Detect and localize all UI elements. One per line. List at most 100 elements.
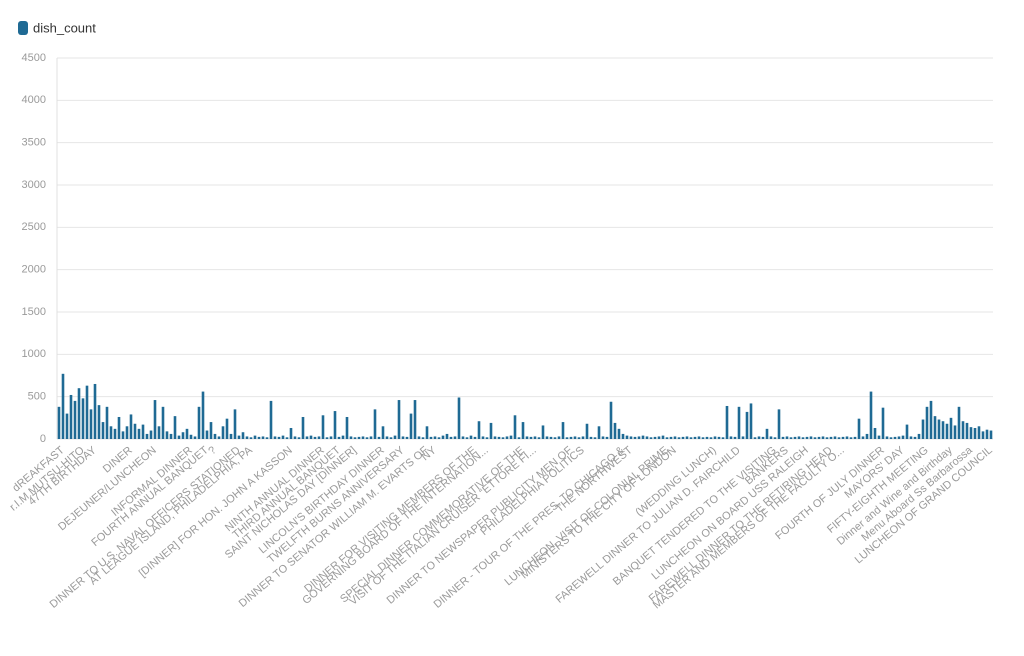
bar — [169, 433, 173, 439]
bar — [737, 406, 741, 439]
bar — [237, 435, 241, 439]
bar — [85, 385, 89, 439]
y-tick-label: 1000 — [22, 348, 46, 360]
y-tick-label: 3000 — [22, 179, 46, 191]
bar — [865, 433, 869, 439]
bar — [249, 437, 253, 439]
bar — [673, 436, 677, 439]
bar — [957, 406, 961, 439]
bar — [201, 391, 205, 439]
x-tick-label: LUNCHEON ON BOARD USS RALEIGH — [650, 444, 811, 582]
bar — [721, 437, 725, 439]
bar — [789, 437, 793, 439]
bar — [273, 436, 277, 439]
bar — [197, 406, 201, 439]
bar — [121, 431, 125, 439]
bar — [217, 436, 221, 439]
bar — [697, 436, 701, 439]
y-tick-label: 2000 — [22, 264, 46, 276]
bar — [705, 436, 709, 439]
bar — [629, 436, 633, 439]
bar — [141, 424, 145, 439]
bar — [885, 436, 889, 439]
bar — [773, 437, 777, 439]
bar — [981, 431, 985, 439]
bar — [493, 436, 497, 439]
bar — [485, 437, 489, 439]
bar — [801, 437, 805, 439]
bar — [781, 436, 785, 439]
bar — [513, 415, 517, 439]
bar — [353, 437, 357, 439]
bar — [425, 426, 429, 439]
bar — [93, 383, 97, 439]
bar — [125, 426, 129, 439]
bar — [509, 435, 513, 439]
bar — [317, 436, 321, 439]
bar — [233, 409, 237, 439]
bar — [393, 435, 397, 439]
bar — [437, 437, 441, 439]
bar — [377, 436, 381, 439]
bar — [329, 436, 333, 439]
bar — [813, 437, 817, 439]
bar — [553, 437, 557, 439]
bar — [357, 436, 361, 439]
legend-swatch — [18, 21, 28, 35]
bar — [525, 436, 529, 439]
bar — [989, 430, 993, 439]
bar — [469, 435, 473, 439]
bar — [857, 418, 861, 439]
bar — [313, 436, 317, 439]
bar — [897, 436, 901, 439]
bar — [489, 422, 493, 439]
bar — [477, 421, 481, 439]
bar — [917, 433, 921, 439]
y-tick-label: 1500 — [22, 306, 46, 318]
bar — [577, 437, 581, 439]
bar — [649, 437, 653, 439]
bar — [769, 436, 773, 439]
bar — [381, 426, 385, 439]
bar — [893, 436, 897, 439]
bar — [533, 436, 537, 439]
bar — [633, 436, 637, 439]
bar — [153, 400, 157, 439]
bar — [497, 436, 501, 439]
bar — [845, 436, 849, 439]
bar — [549, 436, 553, 439]
y-tick-label: 500 — [28, 391, 46, 403]
bar — [545, 436, 549, 439]
bar — [805, 436, 809, 439]
bar — [609, 401, 613, 439]
bar — [905, 424, 909, 439]
bar — [585, 423, 589, 439]
bar — [689, 437, 693, 439]
bar — [145, 433, 149, 439]
bar — [465, 437, 469, 439]
bar — [645, 436, 649, 439]
bar — [557, 436, 561, 439]
bar — [561, 422, 565, 439]
bar — [449, 436, 453, 439]
bar — [253, 435, 257, 439]
bar — [221, 426, 225, 439]
bar — [297, 437, 301, 439]
bar — [245, 436, 249, 439]
bar — [825, 437, 829, 439]
bar — [797, 436, 801, 439]
bar — [841, 436, 845, 439]
bar — [101, 422, 105, 439]
bar — [729, 436, 733, 439]
bar — [573, 436, 577, 439]
bar — [473, 436, 477, 439]
bar — [445, 433, 449, 439]
bar — [861, 436, 865, 439]
bar — [833, 436, 837, 439]
bar — [821, 436, 825, 439]
bar — [693, 436, 697, 439]
bar — [69, 394, 73, 439]
bar — [137, 428, 141, 439]
bar — [241, 432, 245, 439]
bar — [61, 373, 65, 439]
